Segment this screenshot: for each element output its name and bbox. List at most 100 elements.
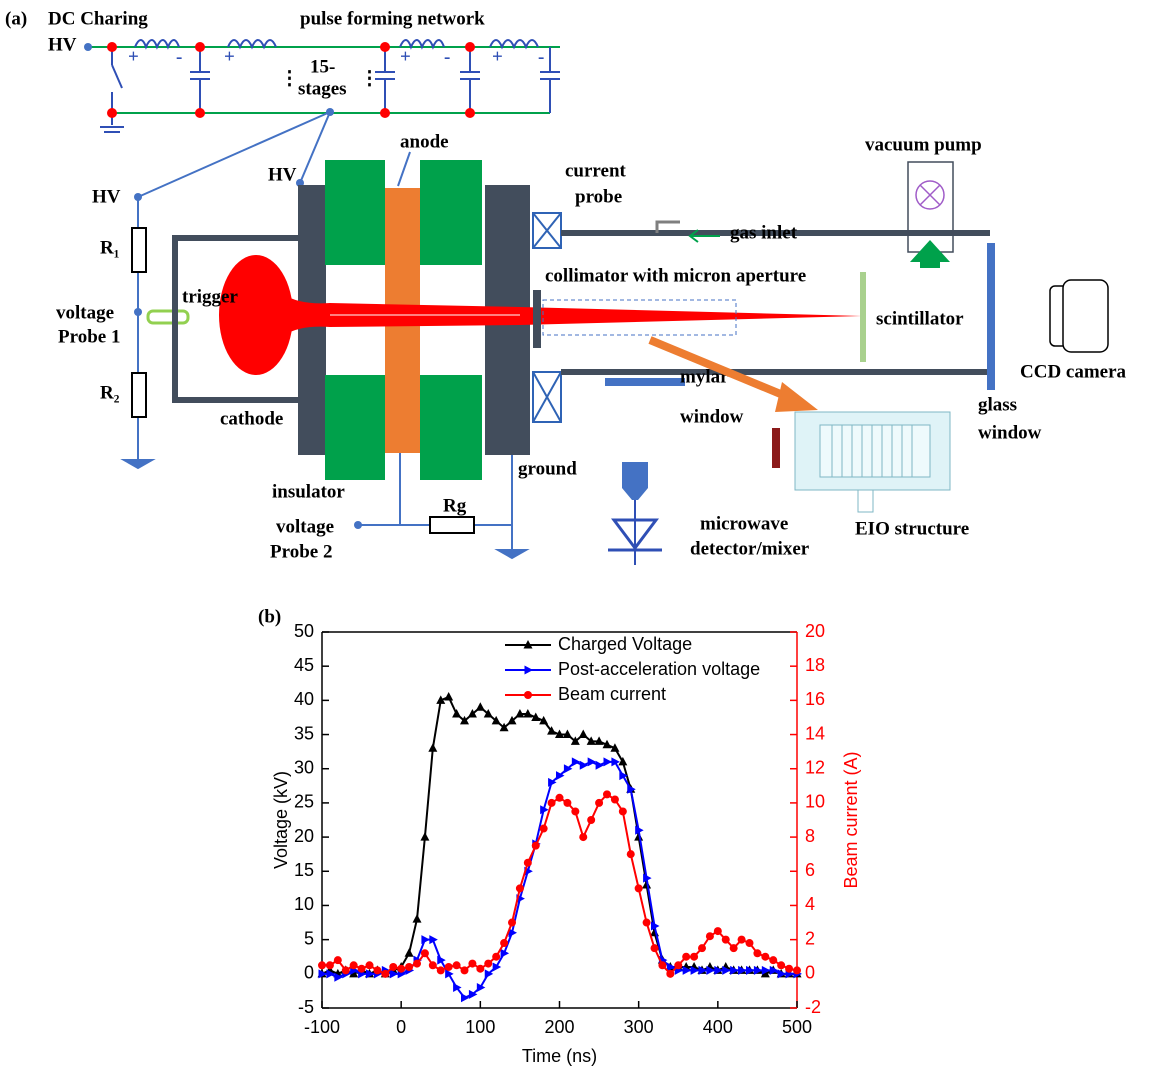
marker bbox=[737, 935, 746, 944]
label: HV bbox=[48, 34, 77, 55]
marker bbox=[437, 955, 446, 965]
marker bbox=[562, 729, 572, 739]
panel-label: (b) bbox=[258, 606, 281, 627]
polarity: - bbox=[538, 46, 544, 67]
marker bbox=[349, 961, 358, 970]
marker bbox=[603, 790, 611, 799]
dots: ⋮ bbox=[280, 68, 299, 89]
marker bbox=[523, 709, 533, 718]
marker bbox=[619, 771, 628, 781]
marker bbox=[428, 961, 437, 970]
marker bbox=[341, 966, 350, 975]
marker bbox=[508, 928, 517, 938]
marker bbox=[540, 805, 549, 815]
legend-label: Post-acceleration voltage bbox=[558, 659, 760, 679]
marker bbox=[571, 807, 580, 816]
marker bbox=[460, 715, 469, 725]
y-tick-label: 25 bbox=[294, 792, 314, 812]
y-tick-label: 15 bbox=[294, 860, 314, 880]
marker bbox=[595, 798, 604, 807]
label: CCD camera bbox=[1020, 361, 1127, 382]
y-tick-label: 45 bbox=[294, 655, 314, 675]
marker bbox=[429, 935, 438, 945]
marker bbox=[722, 965, 731, 975]
marker bbox=[420, 949, 429, 958]
y-tick-label: 0 bbox=[304, 963, 314, 983]
marker bbox=[326, 969, 335, 979]
marker bbox=[452, 961, 461, 970]
marker bbox=[563, 764, 573, 774]
marker bbox=[445, 969, 454, 979]
label: glass bbox=[978, 394, 1017, 415]
x-tick-label: 200 bbox=[544, 1017, 574, 1037]
marker bbox=[444, 691, 454, 701]
marker bbox=[706, 965, 715, 975]
marker bbox=[453, 982, 462, 992]
label: Probe 2 bbox=[270, 541, 332, 562]
label: voltage bbox=[56, 302, 114, 323]
marker bbox=[436, 966, 445, 975]
marker bbox=[508, 918, 516, 927]
marker bbox=[635, 825, 644, 835]
marker bbox=[610, 795, 619, 804]
label: vacuum pump bbox=[865, 134, 982, 155]
marker bbox=[587, 816, 596, 824]
marker bbox=[570, 736, 580, 745]
marker bbox=[793, 966, 801, 975]
label: Rg bbox=[443, 495, 467, 516]
x-tick-label: 300 bbox=[624, 1017, 654, 1037]
marker bbox=[325, 961, 334, 970]
y2-tick-label: 16 bbox=[805, 689, 825, 709]
marker bbox=[460, 966, 469, 975]
marker bbox=[524, 665, 533, 675]
pfn-circuit bbox=[84, 39, 560, 133]
marker bbox=[769, 965, 779, 975]
x-tick-label: 0 bbox=[396, 1017, 406, 1037]
y-tick-label: 20 bbox=[294, 826, 314, 846]
marker bbox=[666, 969, 675, 978]
y-tick-label: 30 bbox=[294, 757, 314, 777]
marker bbox=[682, 952, 691, 961]
label: voltage bbox=[276, 516, 334, 537]
label: anode bbox=[400, 131, 449, 152]
marker bbox=[753, 965, 763, 975]
marker bbox=[365, 961, 374, 970]
marker bbox=[730, 965, 739, 975]
marker bbox=[318, 961, 326, 970]
marker bbox=[389, 969, 399, 979]
marker bbox=[404, 948, 414, 957]
y2-tick-label: 2 bbox=[805, 928, 815, 948]
y2-tick-label: 6 bbox=[805, 860, 815, 880]
marker bbox=[475, 702, 485, 711]
marker bbox=[507, 715, 517, 725]
marker bbox=[705, 932, 714, 941]
marker bbox=[651, 921, 660, 931]
marker bbox=[602, 739, 612, 749]
y2-tick-label: -2 bbox=[805, 997, 821, 1017]
label: R₂ bbox=[100, 382, 120, 403]
marker bbox=[461, 993, 470, 1003]
dots: ⋮ bbox=[360, 68, 379, 89]
marker bbox=[476, 982, 486, 992]
marker bbox=[468, 989, 478, 999]
marker bbox=[745, 939, 754, 948]
marker bbox=[468, 959, 477, 968]
marker bbox=[761, 952, 770, 961]
marker bbox=[467, 709, 477, 718]
y2-tick-label: 10 bbox=[805, 792, 825, 812]
marker bbox=[524, 691, 532, 699]
legend-label: Beam current bbox=[558, 684, 666, 704]
label: 15- bbox=[310, 56, 335, 77]
marker bbox=[492, 962, 502, 972]
label: insulator bbox=[272, 481, 345, 502]
marker bbox=[579, 833, 588, 842]
polarity: + bbox=[492, 46, 503, 67]
marker bbox=[500, 939, 509, 948]
marker bbox=[366, 969, 375, 979]
marker bbox=[500, 948, 510, 958]
y-tick-label: 35 bbox=[294, 723, 314, 743]
marker bbox=[777, 969, 787, 979]
y2-tick-label: 4 bbox=[805, 894, 815, 914]
x-tick-label: 500 bbox=[782, 1017, 812, 1037]
label: detector/mixer bbox=[690, 538, 810, 559]
